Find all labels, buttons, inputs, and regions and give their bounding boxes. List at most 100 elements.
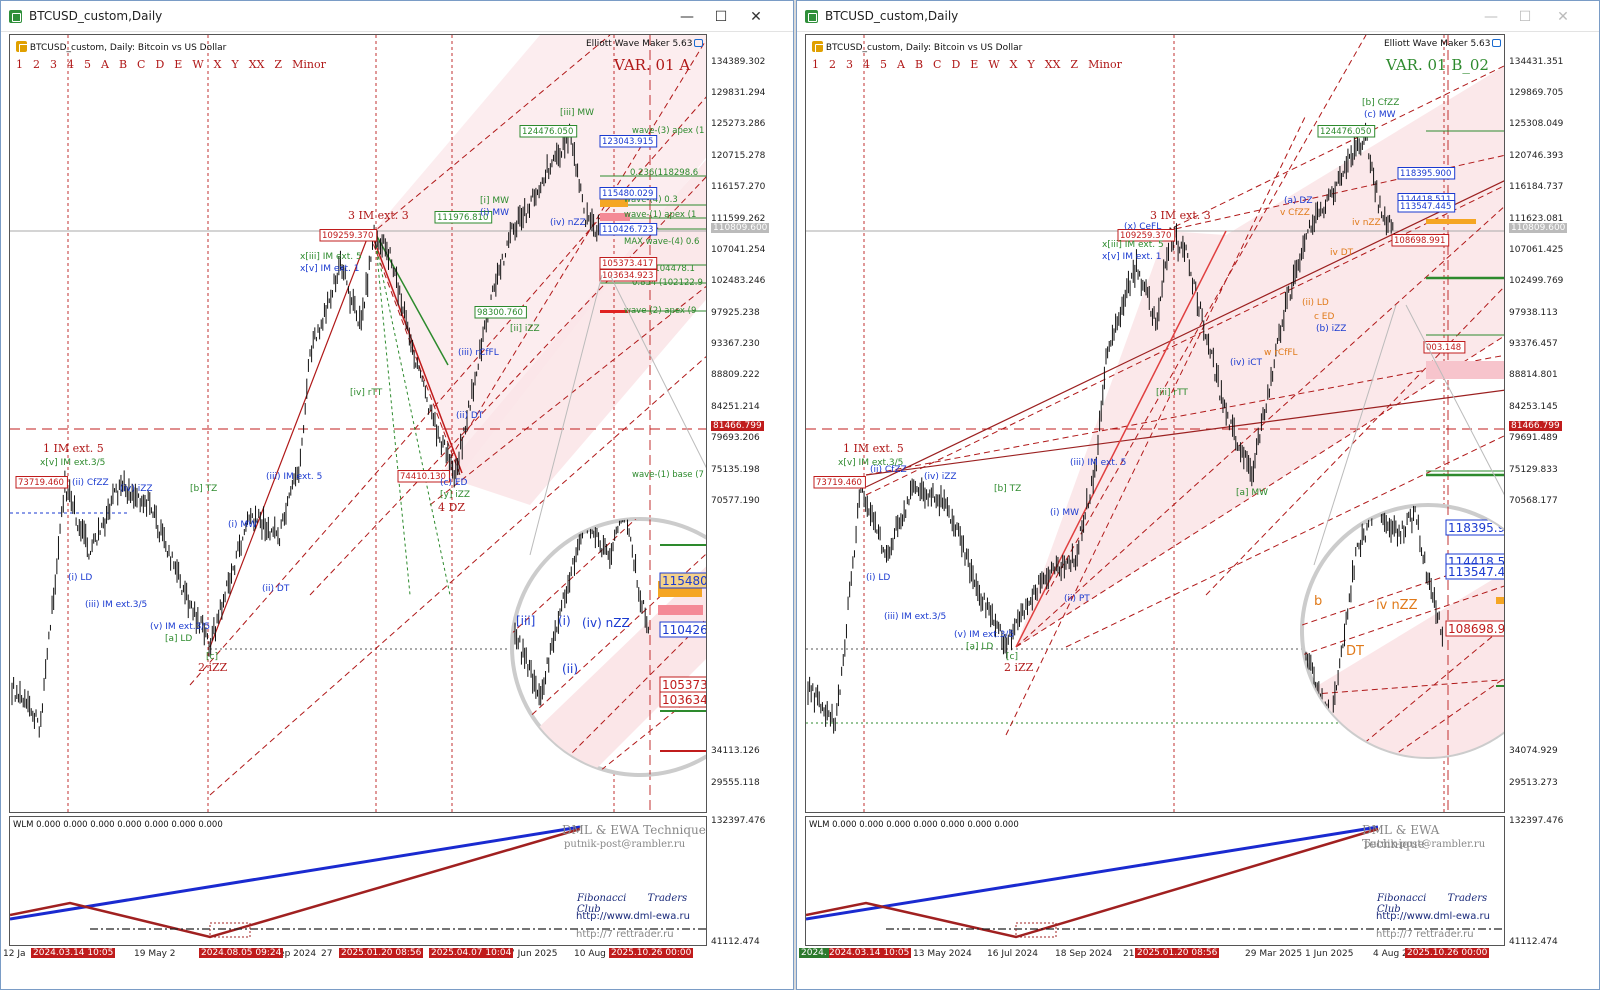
- price-tag: 110426.723: [662, 623, 707, 637]
- wave-degree-w[interactable]: W: [192, 58, 204, 71]
- wave-degree-y[interactable]: Y: [1027, 58, 1035, 71]
- wave-degree-4[interactable]: 4: [67, 58, 74, 71]
- price-axis[interactable]: 134431.351 129869.705 125308.049 120746.393…: [1505, 34, 1568, 947]
- price-tag-box: [15, 476, 68, 489]
- time-label: 18 Sep 2024: [1055, 949, 1113, 959]
- price-tag-box: [397, 470, 450, 483]
- time-label: 27: [321, 949, 333, 959]
- price-chart-canvas[interactable]: 124476.050118395.900114418.511113547.445…: [806, 35, 1505, 813]
- time-marker[interactable]: 2024.: [799, 948, 829, 958]
- website-link[interactable]: http://www.dml-ewa.ru: [1376, 911, 1490, 922]
- wave-degree-y[interactable]: Y: [231, 58, 239, 71]
- time-label: 24 Sep 2024: [259, 949, 317, 959]
- wave-degree-selector[interactable]: 1 2 3 4 5 A B C D E W X Y XX Z Minor: [16, 58, 336, 71]
- time-marker[interactable]: 2025.10.26 00:00: [1405, 948, 1490, 958]
- time-marker[interactable]: 2025.01.20 08:56: [339, 948, 424, 958]
- wave-degree-3[interactable]: 3: [846, 58, 853, 71]
- wave-degree-1[interactable]: 1: [812, 58, 819, 71]
- wave-degree-c[interactable]: C: [933, 58, 942, 71]
- website-link-2[interactable]: http://7 rettrader.ru: [1376, 929, 1474, 940]
- time-axis[interactable]: 12 Ja 19 May 2 24 Sep 2024 27 7 Jun 2025 10 A…: [3, 947, 707, 963]
- price-tag-box: [813, 476, 866, 489]
- time-marker[interactable]: 2024.03.14 10:05: [827, 948, 912, 958]
- price-label: 134389.302: [711, 57, 766, 67]
- time-axis[interactable]: 13 May 2024 16 Jul 2024 18 Sep 2024 21 N 29 …: [799, 947, 1505, 963]
- green-fan-line: [375, 244, 411, 596]
- wave-degree-b[interactable]: B: [914, 58, 924, 71]
- wave-degree-a[interactable]: A: [101, 58, 109, 71]
- wave-degree-b[interactable]: B: [118, 58, 128, 71]
- candles: [807, 122, 1395, 734]
- wave-degree-c[interactable]: C: [137, 58, 146, 71]
- price-tag-box: [659, 621, 706, 638]
- price-tag: 118395.900: [1400, 169, 1451, 179]
- wave-degree-selector[interactable]: 1 2 3 4 5 A B C D E W X Y XX Z Minor: [812, 58, 1132, 71]
- wave-degree-minor[interactable]: Minor: [292, 58, 326, 71]
- maximize-button[interactable]: ☐: [714, 9, 728, 25]
- wave-degree-5[interactable]: 5: [880, 58, 887, 71]
- close-button[interactable]: ✕: [1557, 9, 1569, 25]
- price-axis[interactable]: 134389.302 129831.294 125273.286 120715.278…: [707, 34, 770, 947]
- price-chart-canvas[interactable]: 0.236(118298.6 wave-(4) 0.3 wave-(1) apex …: [10, 35, 707, 813]
- price-tag-box: [474, 306, 527, 319]
- sub-price-label: 132397.476: [1509, 816, 1564, 826]
- price-tag: 103634.923: [662, 693, 707, 707]
- wave-degree-a[interactable]: A: [897, 58, 905, 71]
- time-marker[interactable]: 2025.04.07 10:04: [429, 948, 514, 958]
- wave-degree-e[interactable]: E: [970, 58, 979, 71]
- main-chart-pane[interactable]: 0.236(118298.6 wave-(4) 0.3 wave-(1) apex …: [9, 34, 707, 813]
- wave-degree-3[interactable]: 3: [50, 58, 57, 71]
- wave-degree-z[interactable]: Z: [274, 58, 283, 71]
- wave-degree-1[interactable]: 1: [16, 58, 23, 71]
- wave-degree-e[interactable]: E: [174, 58, 183, 71]
- magnifier: 118395.900114418.511113547.445108698.991…: [1300, 503, 1504, 759]
- wave-degree-w[interactable]: W: [988, 58, 1000, 71]
- price-label: 120715.278: [711, 151, 766, 161]
- close-button[interactable]: ✕: [750, 9, 762, 25]
- wave-label: w rCfFL: [1264, 348, 1298, 358]
- wlm-subwindow[interactable]: WLM 0.000 0.000 0.000 0.000 0.000 0.000 …: [9, 816, 707, 946]
- indicator-label: Elliott Wave Maker 5.63: [586, 39, 704, 49]
- minimize-button[interactable]: —: [1484, 9, 1498, 25]
- wave-degree-xx[interactable]: XX: [248, 58, 265, 71]
- wave-degree-2[interactable]: 2: [33, 58, 40, 71]
- wlm-subwindow[interactable]: WLM 0.000 0.000 0.000 0.000 0.000 0.000 …: [805, 816, 1505, 946]
- wave-degree-4[interactable]: 4: [863, 58, 870, 71]
- price-tag-box: [1445, 519, 1504, 536]
- price-label: 107041.254: [711, 245, 766, 255]
- website-link[interactable]: http://www.dml-ewa.ru: [576, 911, 690, 922]
- time-marker[interactable]: 2025.10.26 00:00: [609, 948, 694, 958]
- wave-degree-d[interactable]: D: [951, 58, 961, 71]
- wave-degree-x[interactable]: X: [213, 58, 222, 71]
- wave-degree-minor[interactable]: Minor: [1088, 58, 1122, 71]
- wave-degree-xx[interactable]: XX: [1044, 58, 1061, 71]
- wave-degree-5[interactable]: 5: [84, 58, 91, 71]
- variant-label: VAR. 01 A: [614, 56, 691, 74]
- fib-label: wave-(3) apex (1: [632, 126, 704, 136]
- maximize-button[interactable]: ☐: [1518, 9, 1532, 25]
- channel-line: [309, 176, 706, 596]
- zoom-wave-label: (iv) nZZ: [582, 616, 630, 630]
- channel-line: [369, 234, 461, 476]
- wave-label: 4 DZ: [438, 501, 465, 514]
- wave-degree-2[interactable]: 2: [829, 58, 836, 71]
- trend-line: [865, 180, 1504, 488]
- price-tag-box: [1317, 125, 1376, 138]
- wave-degree-d[interactable]: D: [155, 58, 165, 71]
- wave-label: [b] TZ: [190, 484, 217, 494]
- website-link-2[interactable]: http://7 rettrader.ru: [576, 929, 674, 940]
- wave-label: (iv) iZZ: [924, 472, 957, 482]
- wave-degree-x[interactable]: X: [1009, 58, 1018, 71]
- wlm-blue-line: [806, 825, 1379, 921]
- wave-label: (v) IM ext.3/5: [150, 622, 210, 632]
- time-marker[interactable]: 2024.08.05 09:24: [199, 948, 284, 958]
- time-marker[interactable]: 2025.01.20 08:56: [1135, 948, 1220, 958]
- minimize-button[interactable]: —: [680, 9, 694, 25]
- wlm-header: WLM 0.000 0.000 0.000 0.000 0.000 0.000 …: [809, 820, 1019, 830]
- zoom-wave-label: b: [1314, 594, 1322, 609]
- price-tag-box: [660, 493, 701, 508]
- wave-degree-z[interactable]: Z: [1070, 58, 1079, 71]
- time-marker[interactable]: 2024.03.14 10:05: [31, 948, 116, 958]
- main-chart-pane[interactable]: 124476.050118395.900114418.511113547.445…: [805, 34, 1505, 813]
- brand-label: DML & EWA Technique: [562, 823, 706, 837]
